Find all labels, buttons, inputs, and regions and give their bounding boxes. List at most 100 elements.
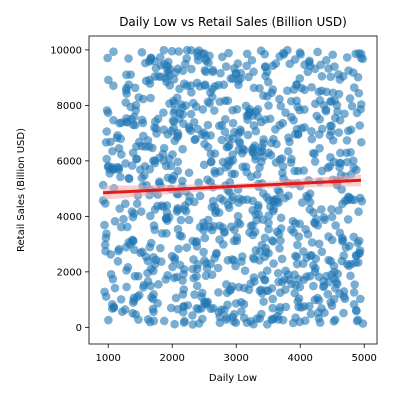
scatter-point <box>311 100 320 109</box>
scatter-point <box>234 283 243 292</box>
scatter-point <box>269 295 278 304</box>
scatter-point <box>249 67 258 76</box>
scatter-point <box>209 66 218 75</box>
scatter-point <box>119 215 128 224</box>
scatter-point <box>117 118 126 127</box>
scatter-point <box>307 310 316 319</box>
scatter-point <box>183 243 192 252</box>
x-tick-label: 3000 <box>223 353 248 364</box>
scatter-point <box>343 53 352 62</box>
scatter-point <box>185 168 194 177</box>
scatter-point <box>356 105 365 114</box>
scatter-point <box>210 106 219 115</box>
scatter-point <box>228 150 237 159</box>
scatter-point <box>230 170 239 179</box>
scatter-point <box>216 167 225 176</box>
scatter-point <box>187 46 196 55</box>
scatter-point <box>296 283 305 292</box>
scatter-point <box>344 127 353 136</box>
scatter-point <box>166 81 175 90</box>
scatter-point <box>291 252 300 261</box>
scatter-point <box>304 193 313 202</box>
scatter-point <box>127 115 136 124</box>
scatter-point <box>204 121 213 130</box>
scatter-point <box>124 263 133 272</box>
scatter-point <box>201 234 210 243</box>
scatter-point <box>235 137 244 146</box>
scatter-point <box>332 277 341 286</box>
scatter-point <box>235 194 244 203</box>
scatter-point <box>229 317 238 326</box>
scatter-point <box>255 163 264 172</box>
scatter-point <box>146 79 155 88</box>
scatter-point <box>170 117 179 126</box>
scatter-point <box>328 236 337 245</box>
y-tick-label: 2000 <box>57 267 82 278</box>
scatter-point <box>317 304 326 313</box>
scatter-point <box>131 106 140 115</box>
scatter-point <box>338 257 347 266</box>
scatter-point <box>225 203 234 212</box>
scatter-point <box>269 259 278 268</box>
scatter-point <box>189 255 198 264</box>
scatter-point <box>350 280 359 289</box>
scatter-point <box>359 55 368 64</box>
scatter-point <box>199 128 208 137</box>
scatter-point <box>174 225 183 234</box>
scatter-point <box>203 175 212 184</box>
scatter-point <box>219 196 228 205</box>
scatter-point <box>264 219 273 228</box>
scatter-point <box>252 127 261 136</box>
scatter-point <box>104 316 113 325</box>
scatter-point <box>101 247 110 256</box>
scatter-point <box>160 144 169 153</box>
scatter-point <box>279 316 288 325</box>
scatter-point <box>116 135 125 144</box>
scatter-point <box>316 61 325 70</box>
scatter-point <box>156 244 165 253</box>
scatter-point <box>301 225 310 234</box>
scatter-point <box>158 229 167 238</box>
x-tick-label: 2000 <box>159 353 184 364</box>
scatter-point <box>209 222 218 231</box>
scatter-point <box>167 162 176 171</box>
scatter-point <box>230 256 239 265</box>
scatter-point <box>287 113 296 122</box>
scatter-point <box>352 307 361 316</box>
scatter-point <box>261 253 270 262</box>
y-tick-label: 6000 <box>57 156 82 167</box>
scatter-point <box>151 260 160 269</box>
scatter-point <box>130 296 139 305</box>
scatter-point <box>302 272 311 281</box>
scatter-point <box>263 320 272 329</box>
scatter-point <box>318 247 327 256</box>
scatter-point <box>339 72 348 81</box>
scatter-point <box>274 269 283 278</box>
scatter-point <box>347 260 356 269</box>
scatter-point <box>247 317 256 326</box>
scatter-point <box>261 72 270 81</box>
scatter-point <box>325 162 334 171</box>
scatter-point <box>126 240 135 249</box>
scatter-point <box>330 262 339 271</box>
scatter-point <box>104 163 113 172</box>
scatter-point <box>146 212 155 221</box>
scatter-point <box>103 54 112 63</box>
scatter-point <box>344 215 353 224</box>
scatter-point <box>202 259 211 268</box>
scatter-point <box>146 94 155 103</box>
scatter-point <box>201 80 210 89</box>
scatter-point <box>348 102 357 111</box>
scatter-point <box>227 222 236 231</box>
scatter-point <box>336 229 345 238</box>
scatter-point <box>309 149 318 158</box>
scatter-point <box>277 214 286 223</box>
scatter-point <box>215 235 224 244</box>
scatter-point <box>351 49 360 58</box>
scatter-point <box>278 169 287 178</box>
scatter-point <box>284 147 293 156</box>
scatter-point <box>237 69 246 78</box>
scatter-point <box>262 286 271 295</box>
scatter-point <box>284 133 293 142</box>
scatter-point <box>187 110 196 119</box>
